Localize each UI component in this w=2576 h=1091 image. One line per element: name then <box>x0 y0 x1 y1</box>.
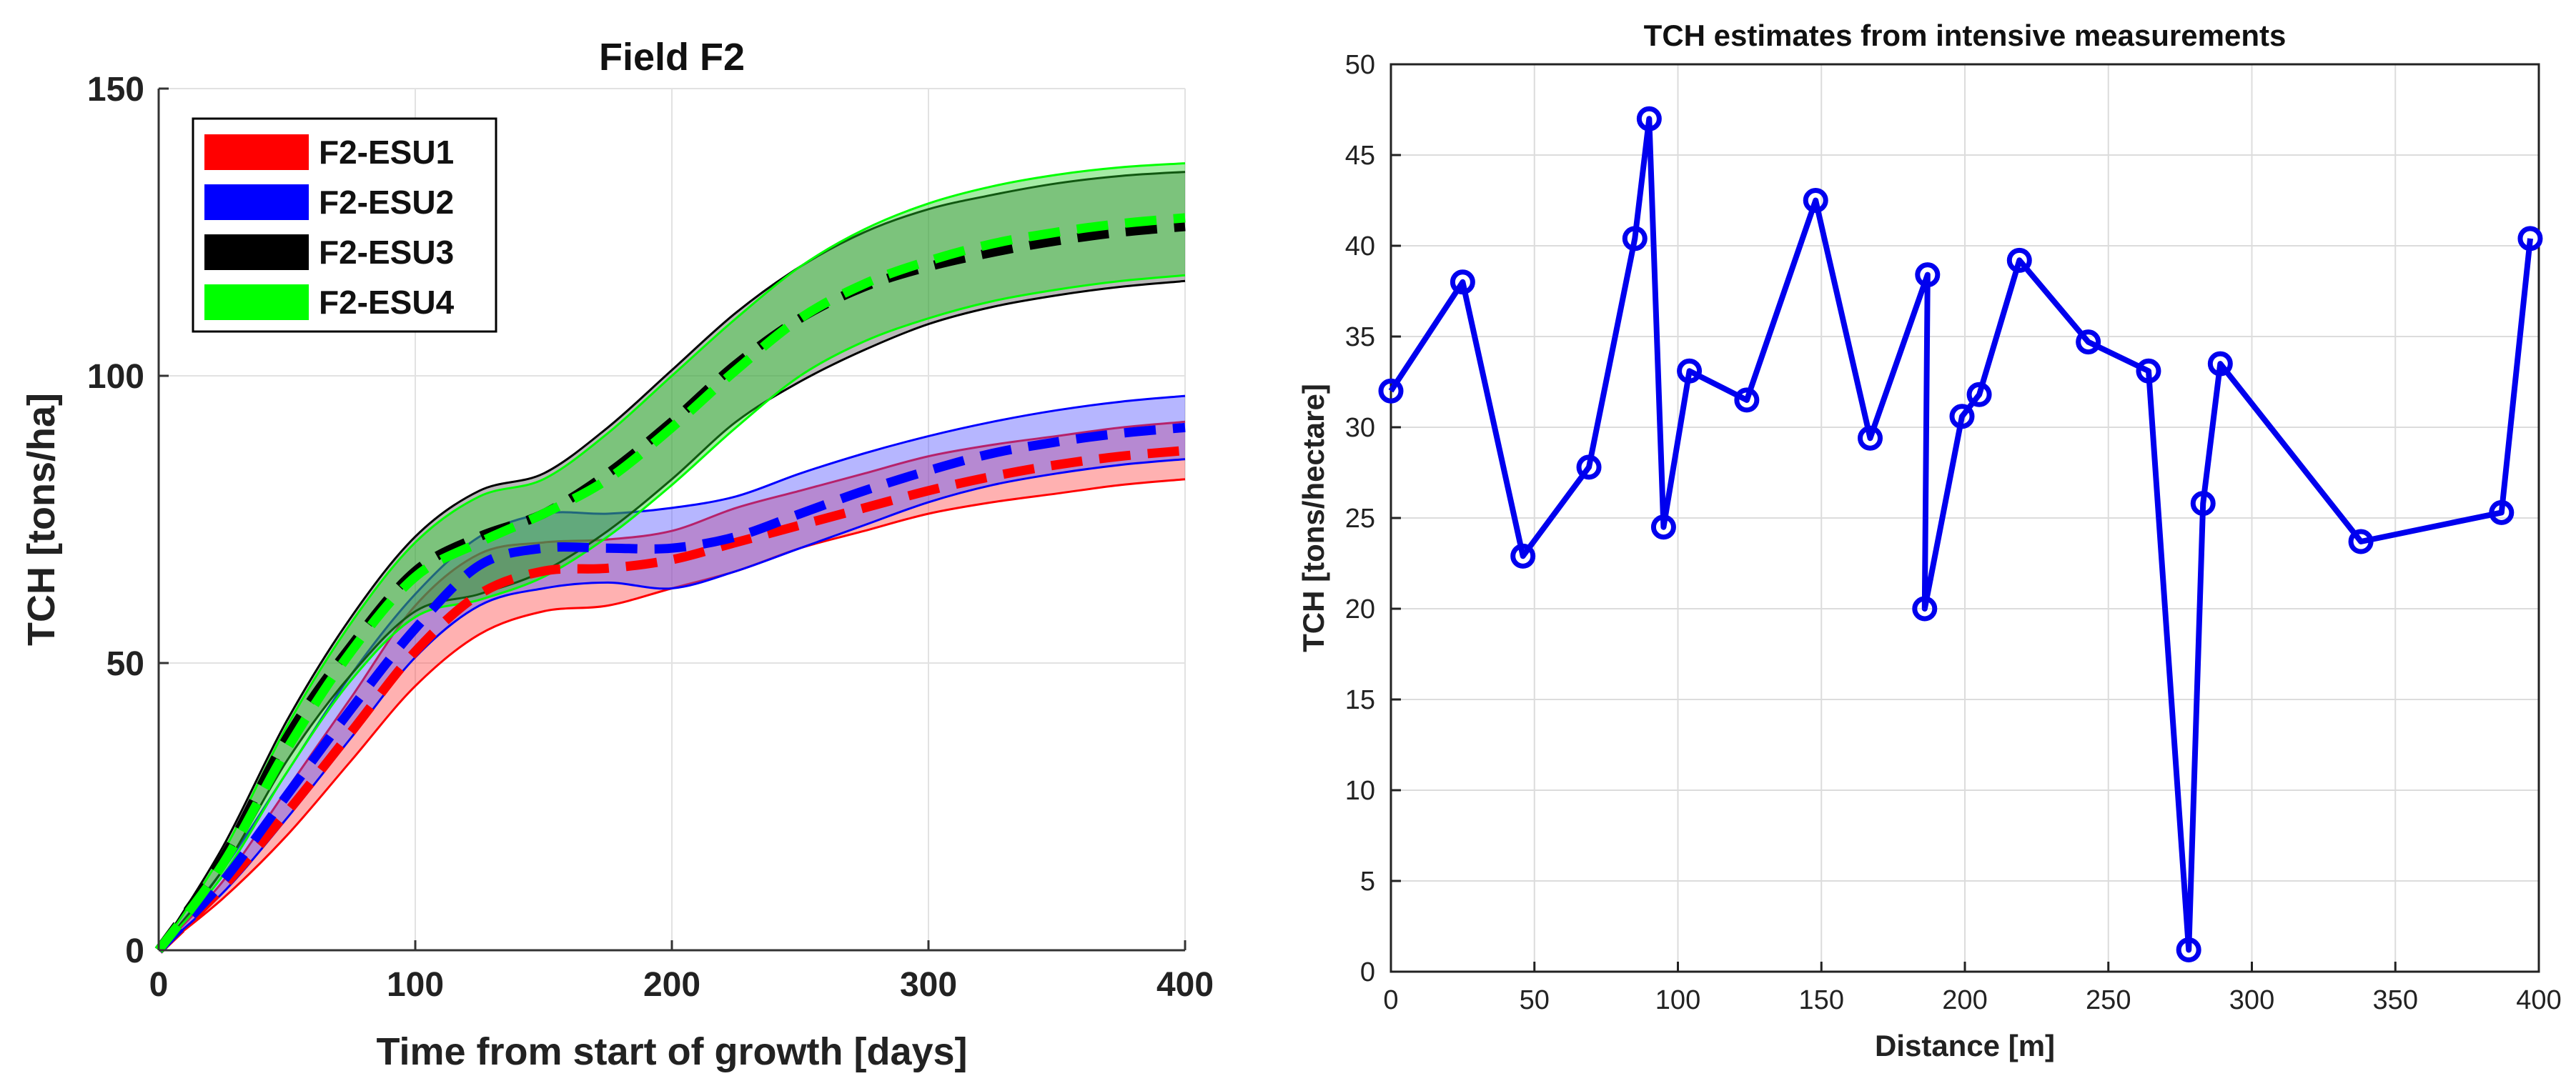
axes <box>1389 63 2540 973</box>
chart-tch-estimates: 0 50 100 150 200 250 300 350 400 0 5 10 15 20 25 30 35 40… <box>1297 19 2562 1062</box>
x-tick-label: 200 <box>643 966 700 1004</box>
data-point <box>2136 358 2161 384</box>
y-tick-label: 150 <box>87 71 144 109</box>
legend-swatch-esu4 <box>204 284 309 320</box>
y-tick-label: 30 <box>1345 413 1375 443</box>
data-point <box>1622 226 1648 251</box>
y-tick-label: 5 <box>1360 867 1375 897</box>
legend-label-esu4: F2-ESU4 <box>319 284 455 321</box>
data-point <box>2190 491 2216 517</box>
data-point <box>1803 188 1828 213</box>
legend-swatch-esu1 <box>204 134 309 170</box>
data-point <box>2076 329 2101 355</box>
y-tick-label: 40 <box>1345 231 1375 261</box>
lower-bound-esu2 <box>158 458 1186 952</box>
data-point <box>1949 404 1975 429</box>
legend-swatch-esu2 <box>204 184 309 220</box>
legend-label-esu3: F2-ESU3 <box>319 234 454 271</box>
y-tick-label: 0 <box>125 932 144 970</box>
upper-bound-esu1 <box>157 420 1186 952</box>
data-point <box>1677 358 1703 384</box>
confidence-band-esu4 <box>159 163 1185 950</box>
y-axis-label: TCH [tons/ha] <box>20 393 63 646</box>
y-tick-label: 15 <box>1345 685 1375 715</box>
legend-swatch-esu3 <box>204 234 309 270</box>
legend: F2-ESU1 F2-ESU2 F2-ESU3 F2-ESU4 <box>192 117 497 333</box>
data-point <box>2489 499 2515 525</box>
data-point <box>1912 596 1938 622</box>
mean-lines <box>154 213 1186 954</box>
data-point <box>2006 247 2032 273</box>
x-tick-label: 100 <box>1655 985 1700 1015</box>
y-tick-label: 0 <box>1360 957 1375 987</box>
lower-bound-esu3 <box>157 279 1186 951</box>
x-tick-label: 0 <box>149 966 169 1004</box>
y-tick-label: 45 <box>1345 141 1375 171</box>
data-point <box>1378 378 1404 404</box>
data-point <box>2176 937 2201 963</box>
mean-line-esu1 <box>155 446 1186 954</box>
upper-bound-esu4 <box>157 162 1186 951</box>
x-tick-label: 150 <box>1799 985 1844 1015</box>
x-tick-label: 400 <box>2516 985 2561 1015</box>
y-axis-label: TCH [tons/hectare] <box>1297 384 1330 652</box>
confidence-band-esu3 <box>159 171 1185 951</box>
x-tick-label: 300 <box>900 966 957 1004</box>
confidence-bands <box>157 162 1186 952</box>
x-axis-label: Time from start of growth [days] <box>376 1030 967 1073</box>
data-point <box>1636 106 1662 131</box>
tch-line <box>1388 116 2533 953</box>
tick-labels: 0 100 200 300 400 0 50 100 150 <box>87 71 1214 1004</box>
data-point <box>2207 351 2233 377</box>
data-point <box>1450 269 1475 295</box>
x-tick-label: 100 <box>387 966 444 1004</box>
data-point <box>1966 382 1992 407</box>
data-point <box>1915 262 1941 288</box>
data-point <box>1510 543 1536 569</box>
upper-bound-esu3 <box>157 171 1186 951</box>
x-tick-label: 400 <box>1156 966 1214 1004</box>
x-tick-label: 0 <box>1383 985 1398 1015</box>
x-tick-label: 300 <box>2229 985 2274 1015</box>
y-tick-label: 20 <box>1345 594 1375 624</box>
x-tick-label: 200 <box>1942 985 1987 1015</box>
data-point <box>1576 454 1602 480</box>
data-point <box>2517 226 2543 251</box>
tch-series <box>1378 106 2543 963</box>
mean-line-esu4 <box>154 213 1186 953</box>
mean-line-esu3 <box>154 221 1186 953</box>
y-tick-label: 25 <box>1345 504 1375 534</box>
lower-bound-esu1 <box>158 478 1186 952</box>
chart-field-f2: 0 100 200 300 400 0 50 100 150 Field F2 Time fro… <box>20 36 1214 1073</box>
tick-labels: 0 50 100 150 200 250 300 350 400 0 5 10 15 20 25 30 35 40… <box>1345 50 2562 1015</box>
y-tick-label: 50 <box>1345 50 1375 80</box>
x-tick-label: 50 <box>1520 985 1550 1015</box>
chart-title: TCH estimates from intensive measurement… <box>1644 19 2287 52</box>
y-tick-label: 35 <box>1345 322 1375 352</box>
y-tick-label: 10 <box>1345 776 1375 806</box>
x-tick-label: 350 <box>2373 985 2418 1015</box>
confidence-band-esu2 <box>159 396 1185 950</box>
axes <box>157 87 1187 952</box>
legend-label-esu1: F2-ESU1 <box>319 134 454 171</box>
lower-bound-esu4 <box>157 274 1186 951</box>
chart-title: Field F2 <box>599 36 745 79</box>
data-point <box>1858 425 1883 451</box>
confidence-band-esu1 <box>159 422 1185 950</box>
y-tick-label: 50 <box>106 645 144 683</box>
x-axis-label: Distance [m] <box>1875 1029 2055 1062</box>
x-tick-label: 250 <box>2086 985 2131 1015</box>
mean-line-esu2 <box>155 422 1186 954</box>
data-point <box>1650 514 1676 540</box>
data-point <box>2348 529 2374 554</box>
data-point <box>1734 387 1760 413</box>
legend-label-esu2: F2-ESU2 <box>319 184 454 221</box>
y-tick-label: 100 <box>87 358 144 396</box>
